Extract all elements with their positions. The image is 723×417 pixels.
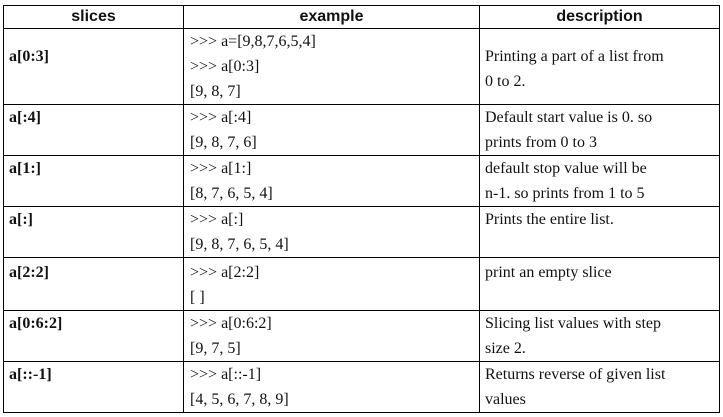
description-cell: Printing a part of a list from 0 to 2.: [479, 28, 720, 105]
example-line: >>> a[:]: [190, 211, 244, 228]
example-line: >>> a[0:3]: [190, 58, 260, 75]
header-slices: slices: [3, 5, 184, 29]
description-line: 0 to 2.: [485, 73, 526, 90]
description-line: Prints the entire list.: [485, 211, 614, 228]
description-line: default stop value will be: [485, 160, 647, 177]
table-row: a[0:3] >>> a=[9,8,7,6,5,4] >>> a[0:3] [9…: [3, 28, 720, 105]
example-line: >>> a[0:6:2]: [190, 315, 272, 332]
example-cell: >>> a=[9,8,7,6,5,4] >>> a[0:3] [9, 8, 7]: [183, 28, 480, 105]
description-cell: Default start value is 0. so prints from…: [479, 104, 720, 156]
description-cell: default stop value will be n-1. so print…: [479, 155, 720, 207]
example-line: [8, 7, 6, 5, 4]: [190, 185, 273, 202]
table-row: a[:] >>> a[:] [9, 8, 7, 6, 5, 4] Prints …: [3, 206, 720, 258]
example-line: >>> a[:4]: [190, 109, 252, 126]
slice-cell: a[0:3]: [3, 28, 184, 105]
header-example: example: [183, 5, 480, 29]
table-row: a[:4] >>> a[:4] [9, 8, 7, 6] Default sta…: [3, 104, 720, 156]
example-line: [4, 5, 6, 7, 8, 9]: [190, 391, 289, 408]
description-line: Slicing list values with step: [485, 315, 661, 332]
example-line: [9, 8, 7, 6]: [190, 134, 257, 151]
example-line: [ ]: [190, 289, 205, 306]
example-line: [9, 7, 5]: [190, 340, 241, 357]
description-cell: Returns reverse of given list values: [479, 361, 720, 413]
example-cell: >>> a[1:] [8, 7, 6, 5, 4]: [183, 155, 480, 207]
slice-cell: a[1:]: [3, 155, 184, 207]
example-line: [9, 8, 7, 6, 5, 4]: [190, 236, 289, 253]
example-cell: >>> a[:4] [9, 8, 7, 6]: [183, 104, 480, 156]
description-line: values: [485, 391, 526, 408]
table-row: a[2:2] >>> a[2:2] [ ] print an empty sli…: [3, 257, 720, 311]
description-line: n-1. so prints from 1 to 5: [485, 185, 645, 202]
table-row: a[1:] >>> a[1:] [8, 7, 6, 5, 4] default …: [3, 155, 720, 207]
slice-cell: a[::-1]: [3, 361, 184, 413]
slice-cell: a[:]: [3, 206, 184, 258]
slice-cell: a[0:6:2]: [3, 310, 184, 362]
description-line: print an empty slice: [485, 264, 612, 281]
example-cell: >>> a[2:2] [ ]: [183, 257, 480, 311]
description-line: prints from 0 to 3: [485, 134, 597, 151]
example-line: >>> a=[9,8,7,6,5,4]: [190, 33, 316, 50]
description-cell: print an empty slice: [479, 257, 720, 311]
description-cell: Prints the entire list.: [479, 206, 720, 258]
description-line: size 2.: [485, 340, 526, 357]
header-description: description: [479, 5, 720, 29]
example-cell: >>> a[0:6:2] [9, 7, 5]: [183, 310, 480, 362]
table-header-row: slices example description: [3, 5, 720, 29]
example-cell: >>> a[::-1] [4, 5, 6, 7, 8, 9]: [183, 361, 480, 413]
example-line: >>> a[2:2]: [190, 264, 260, 281]
description-line: Returns reverse of given list: [485, 366, 666, 383]
list-slicing-table: slices example description a[0:3] >>> a=…: [3, 5, 720, 413]
example-line: >>> a[1:]: [190, 160, 252, 177]
slice-cell: a[:4]: [3, 104, 184, 156]
table-row: a[0:6:2] >>> a[0:6:2] [9, 7, 5] Slicing …: [3, 310, 720, 362]
example-line: [9, 8, 7]: [190, 83, 241, 100]
table-row: a[::-1] >>> a[::-1] [4, 5, 6, 7, 8, 9] R…: [3, 361, 720, 413]
description-line: Default start value is 0. so: [485, 109, 653, 126]
example-line: >>> a[::-1]: [190, 366, 262, 383]
description-cell: Slicing list values with step size 2.: [479, 310, 720, 362]
description-line: Printing a part of a list from: [485, 48, 664, 65]
slice-cell: a[2:2]: [3, 257, 184, 311]
example-cell: >>> a[:] [9, 8, 7, 6, 5, 4]: [183, 206, 480, 258]
